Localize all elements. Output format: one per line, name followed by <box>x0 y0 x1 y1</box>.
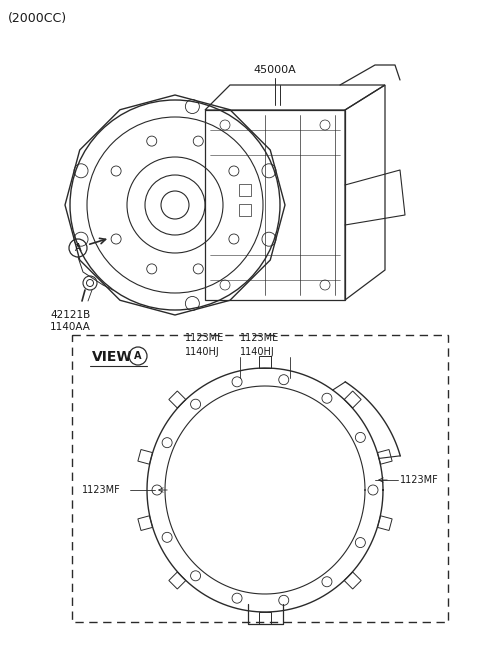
Text: A: A <box>75 243 81 253</box>
Text: 1123MF: 1123MF <box>400 475 439 485</box>
Bar <box>239 184 251 196</box>
Bar <box>239 204 251 216</box>
Text: 1123MF: 1123MF <box>82 485 121 495</box>
Text: 1140HJ: 1140HJ <box>185 347 220 357</box>
Text: 45000A: 45000A <box>253 65 296 75</box>
Text: (2000CC): (2000CC) <box>8 12 67 25</box>
Text: 1123ME: 1123ME <box>185 333 224 343</box>
Text: VIEW: VIEW <box>92 350 132 364</box>
Text: A: A <box>134 351 142 361</box>
Bar <box>72 335 448 622</box>
Text: 42121B: 42121B <box>50 310 90 320</box>
Text: 1140AA: 1140AA <box>50 322 91 332</box>
Text: 1123ME: 1123ME <box>240 333 279 343</box>
Text: 1140HJ: 1140HJ <box>240 347 275 357</box>
